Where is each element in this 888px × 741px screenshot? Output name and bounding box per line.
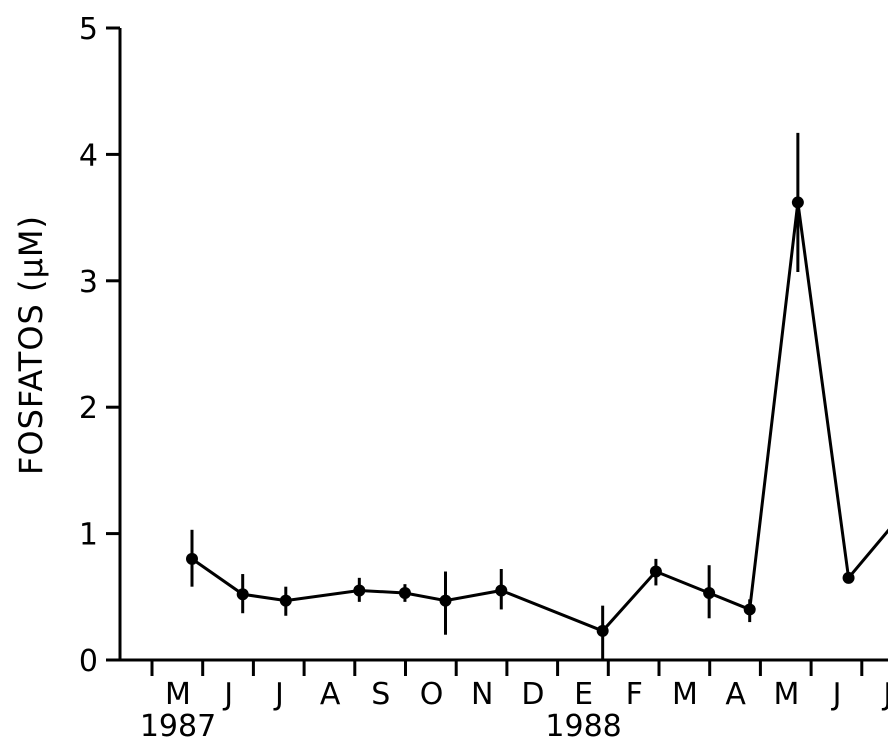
x-month-label: A xyxy=(725,677,746,712)
data-point xyxy=(842,571,855,584)
data-point xyxy=(439,594,452,607)
data-point xyxy=(279,594,292,607)
x-month-label: N xyxy=(471,677,493,712)
data-point xyxy=(596,624,609,637)
y-tick-label: 4 xyxy=(79,138,98,173)
y-axis-title: FOSFATOS (μM) xyxy=(12,215,50,475)
x-month-label: M xyxy=(165,677,191,712)
axes xyxy=(118,28,888,662)
y-tick-label: 5 xyxy=(79,12,98,47)
x-month-label: M xyxy=(672,677,698,712)
y-tick-label: 1 xyxy=(79,518,98,553)
data-point xyxy=(398,587,411,600)
x-month-label: O xyxy=(420,677,444,712)
data-point xyxy=(186,552,198,565)
x-month-label: J xyxy=(881,677,888,712)
x-month-label: E xyxy=(574,677,593,712)
data-point xyxy=(703,587,716,600)
x-month-label: J xyxy=(831,677,842,712)
y-tick-label: 3 xyxy=(79,265,98,300)
data-point xyxy=(236,588,249,601)
data-point xyxy=(495,584,508,597)
data-point xyxy=(649,565,662,578)
x-month-label: M xyxy=(773,677,799,712)
data-series xyxy=(186,132,888,660)
x-year-label: 1988 xyxy=(545,709,621,741)
x-month-label: A xyxy=(320,677,341,712)
x-month-label: D xyxy=(521,677,544,712)
x-month-label: J xyxy=(222,677,233,712)
x-month-label: S xyxy=(371,677,390,712)
x-year-label: 1987 xyxy=(140,709,216,741)
y-tick-label: 2 xyxy=(79,391,98,426)
series-line xyxy=(191,202,888,633)
tick-marks xyxy=(106,26,864,676)
y-tick-label: 0 xyxy=(79,644,98,679)
x-month-label: F xyxy=(626,677,643,712)
data-point xyxy=(743,603,756,616)
data-point xyxy=(791,196,804,209)
data-point xyxy=(353,584,366,597)
x-month-label: J xyxy=(273,677,284,712)
